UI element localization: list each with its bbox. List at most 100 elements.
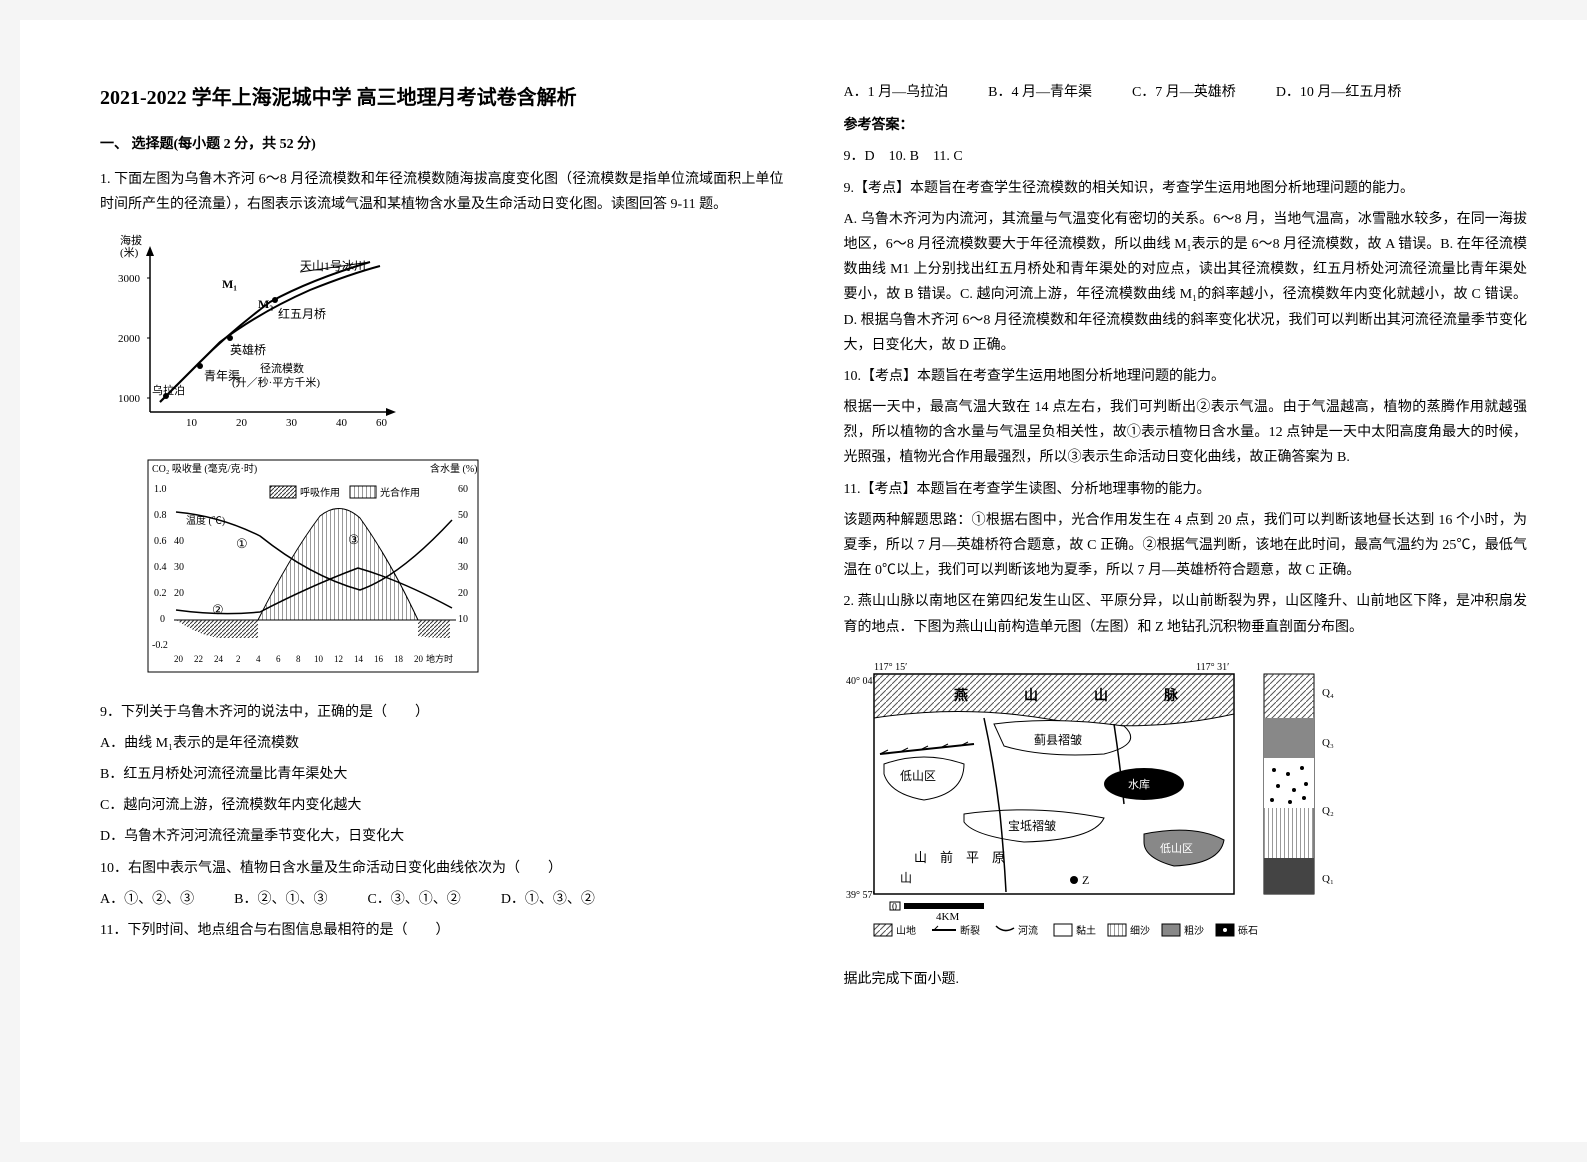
- exp11-head: 11.【考点】本题旨在考查学生读图、分析地理事物的能力。: [844, 477, 1528, 502]
- svg-text:地方时: 地方时: [426, 653, 453, 664]
- svg-text:②: ②: [212, 602, 224, 617]
- svg-text:0.6: 0.6: [154, 536, 167, 547]
- svg-text:河流: 河流: [1018, 924, 1038, 937]
- svg-text:红五月桥: 红五月桥: [278, 306, 326, 321]
- svg-text:2: 2: [236, 654, 241, 664]
- svg-text:山 前 平 原: 山 前 平 原: [914, 850, 1005, 865]
- svg-text:40: 40: [174, 536, 184, 547]
- q10: 10．右图中表示气温、植物日含水量及生命活动日变化曲线依次为（ ）: [100, 856, 784, 881]
- svg-text:6: 6: [276, 654, 281, 664]
- svg-text:水库: 水库: [1128, 778, 1150, 791]
- svg-text:1.0: 1.0: [154, 484, 167, 495]
- q11-b: B．4 月—青年渠: [988, 80, 1092, 105]
- q11-d: D．10 月—红五月桥: [1276, 80, 1402, 105]
- svg-text:60: 60: [376, 417, 388, 429]
- svg-text:蓟县褶皱: 蓟县褶皱: [1034, 732, 1082, 747]
- svg-text:山地: 山地: [896, 924, 916, 937]
- exp10-head: 10.【考点】本题旨在考查学生运用地图分析地理问题的能力。: [844, 364, 1528, 389]
- svg-text:山: 山: [1094, 688, 1108, 704]
- svg-text:22: 22: [194, 654, 203, 664]
- svg-text:CO₂ 吸收量 (毫克/克·时): CO₂ 吸收量 (毫克/克·时): [152, 462, 257, 475]
- svg-text:含水量 (%): 含水量 (%): [430, 462, 478, 475]
- svg-text:M₂: M₂: [258, 297, 273, 311]
- svg-text:燕: 燕: [954, 687, 968, 704]
- svg-text:Q₃: Q₃: [1322, 737, 1334, 749]
- svg-text:10: 10: [458, 614, 468, 625]
- svg-text:断裂: 断裂: [960, 924, 980, 937]
- svg-text:光合作用: 光合作用: [380, 486, 420, 499]
- exp9-head: 9.【考点】本题旨在考查学生径流模数的相关知识，考查学生运用地图分析地理问题的能…: [844, 176, 1528, 201]
- q9-a: A．曲线 M₁表示的是年径流模数: [100, 731, 784, 756]
- svg-text:10: 10: [314, 654, 324, 664]
- section-head: 一、 选择题(每小题 2 分，共 52 分): [100, 132, 784, 157]
- q11-options: A．1 月—乌拉泊 B．4 月—青年渠 C．7 月—英雄桥 D．10 月—红五月…: [844, 80, 1528, 105]
- q11: 11．下列时间、地点组合与右图信息最相符的是（ ）: [100, 918, 784, 943]
- svg-text:12: 12: [334, 654, 343, 664]
- svg-text:砾石: 砾石: [1238, 924, 1258, 937]
- q11-a: A．1 月—乌拉泊: [844, 80, 949, 105]
- svg-text:英雄桥: 英雄桥: [230, 342, 266, 357]
- q9-d: D．乌鲁木齐河河流径流量季节变化大，日变化大: [100, 824, 784, 849]
- svg-text:0.8: 0.8: [154, 510, 167, 521]
- exp10-body: 根据一天中，最高气温大致在 14 点左右，我们可判断出②表示气温。由于气温越高，…: [844, 395, 1528, 471]
- svg-text:③: ③: [348, 532, 360, 547]
- svg-text:4: 4: [256, 654, 261, 664]
- svg-text:(米): (米): [120, 246, 139, 259]
- svg-text:14: 14: [354, 654, 364, 664]
- svg-text:117° 15′: 117° 15′: [874, 662, 907, 673]
- svg-text:Z: Z: [1082, 873, 1089, 887]
- svg-text:脉: 脉: [1163, 687, 1179, 704]
- q9-b: B．红五月桥处河流径流量比青年渠处大: [100, 762, 784, 787]
- svg-text:海拔: 海拔: [120, 233, 142, 247]
- svg-text:细沙: 细沙: [1130, 924, 1150, 937]
- svg-text:10: 10: [186, 417, 198, 429]
- svg-text:2000: 2000: [118, 333, 141, 345]
- svg-text:宝坻褶皱: 宝坻褶皱: [1008, 818, 1056, 833]
- doc-title: 2021-2022 学年上海泥城中学 高三地理月考试卷含解析: [100, 80, 784, 116]
- svg-text:0: 0: [892, 902, 897, 913]
- svg-text:3000: 3000: [118, 273, 141, 285]
- svg-text:Q₁: Q₁: [1322, 873, 1334, 885]
- svg-text:天山1号冰川: 天山1号冰川: [300, 259, 366, 273]
- chart-daily: CO₂ 吸收量 (毫克/克·时) 含水量 (%) 1.0 0.8 0.6 0.4…: [130, 456, 784, 686]
- svg-text:20: 20: [458, 588, 468, 599]
- svg-text:20: 20: [236, 417, 248, 429]
- svg-text:20: 20: [174, 588, 184, 599]
- svg-text:低山区: 低山区: [1160, 842, 1193, 855]
- svg-text:乌拉泊: 乌拉泊: [152, 383, 185, 397]
- q10-options: A．①、②、③ B．②、①、③ C．③、①、② D．①、③、②: [100, 887, 784, 912]
- svg-text:Q₄: Q₄: [1322, 687, 1334, 699]
- q11-c: C．7 月—英雄桥: [1132, 80, 1236, 105]
- svg-text:60: 60: [458, 484, 468, 495]
- svg-text:0: 0: [160, 614, 165, 625]
- svg-text:低山区: 低山区: [900, 769, 936, 783]
- svg-text:20: 20: [174, 654, 184, 664]
- map-yanshan: 117° 15′ 117° 31′ 40° 04′ 39° 57′ 燕 山 山 …: [844, 654, 1528, 953]
- svg-text:M₁: M₁: [222, 277, 237, 291]
- svg-text:粗沙: 粗沙: [1184, 925, 1204, 937]
- svg-text:山: 山: [900, 871, 912, 885]
- svg-text:40: 40: [336, 417, 348, 429]
- svg-text:①: ①: [236, 536, 248, 551]
- answer-head: 参考答案：: [844, 113, 1528, 138]
- svg-text:山: 山: [1024, 688, 1038, 704]
- svg-text:4KM: 4KM: [936, 911, 959, 923]
- q2-intro: 2. 燕山山脉以南地区在第四纪发生山区、平原分异，以山前断裂为界，山区隆升、山前…: [844, 589, 1528, 639]
- svg-text:1000: 1000: [118, 393, 141, 405]
- answers: 9．D 10. B 11. C: [844, 144, 1528, 169]
- svg-text:8: 8: [296, 654, 301, 664]
- svg-text:-0.2: -0.2: [152, 640, 168, 651]
- q2-tail: 据此完成下面小题.: [844, 967, 1528, 992]
- svg-text:0.4: 0.4: [154, 562, 167, 573]
- svg-text:0.2: 0.2: [154, 588, 167, 599]
- q9-c: C．越向河流上游，径流模数年内变化越大: [100, 793, 784, 818]
- exp9-body: A. 乌鲁木齐河为内流河，其流量与气温变化有密切的关系。6～8 月，当地气温高，…: [844, 207, 1528, 358]
- q9: 9．下列关于乌鲁木齐河的说法中，正确的是（ ）: [100, 700, 784, 725]
- svg-text:18: 18: [394, 654, 404, 664]
- svg-text:(升／秒·平方千米): (升／秒·平方千米): [232, 375, 320, 389]
- q10-a: A．①、②、③: [100, 887, 194, 912]
- left-column: 2021-2022 学年上海泥城中学 高三地理月考试卷含解析 一、 选择题(每小…: [100, 80, 784, 1082]
- svg-text:20: 20: [414, 654, 424, 664]
- svg-text:117° 31′: 117° 31′: [1196, 662, 1229, 673]
- svg-text:24: 24: [214, 654, 224, 664]
